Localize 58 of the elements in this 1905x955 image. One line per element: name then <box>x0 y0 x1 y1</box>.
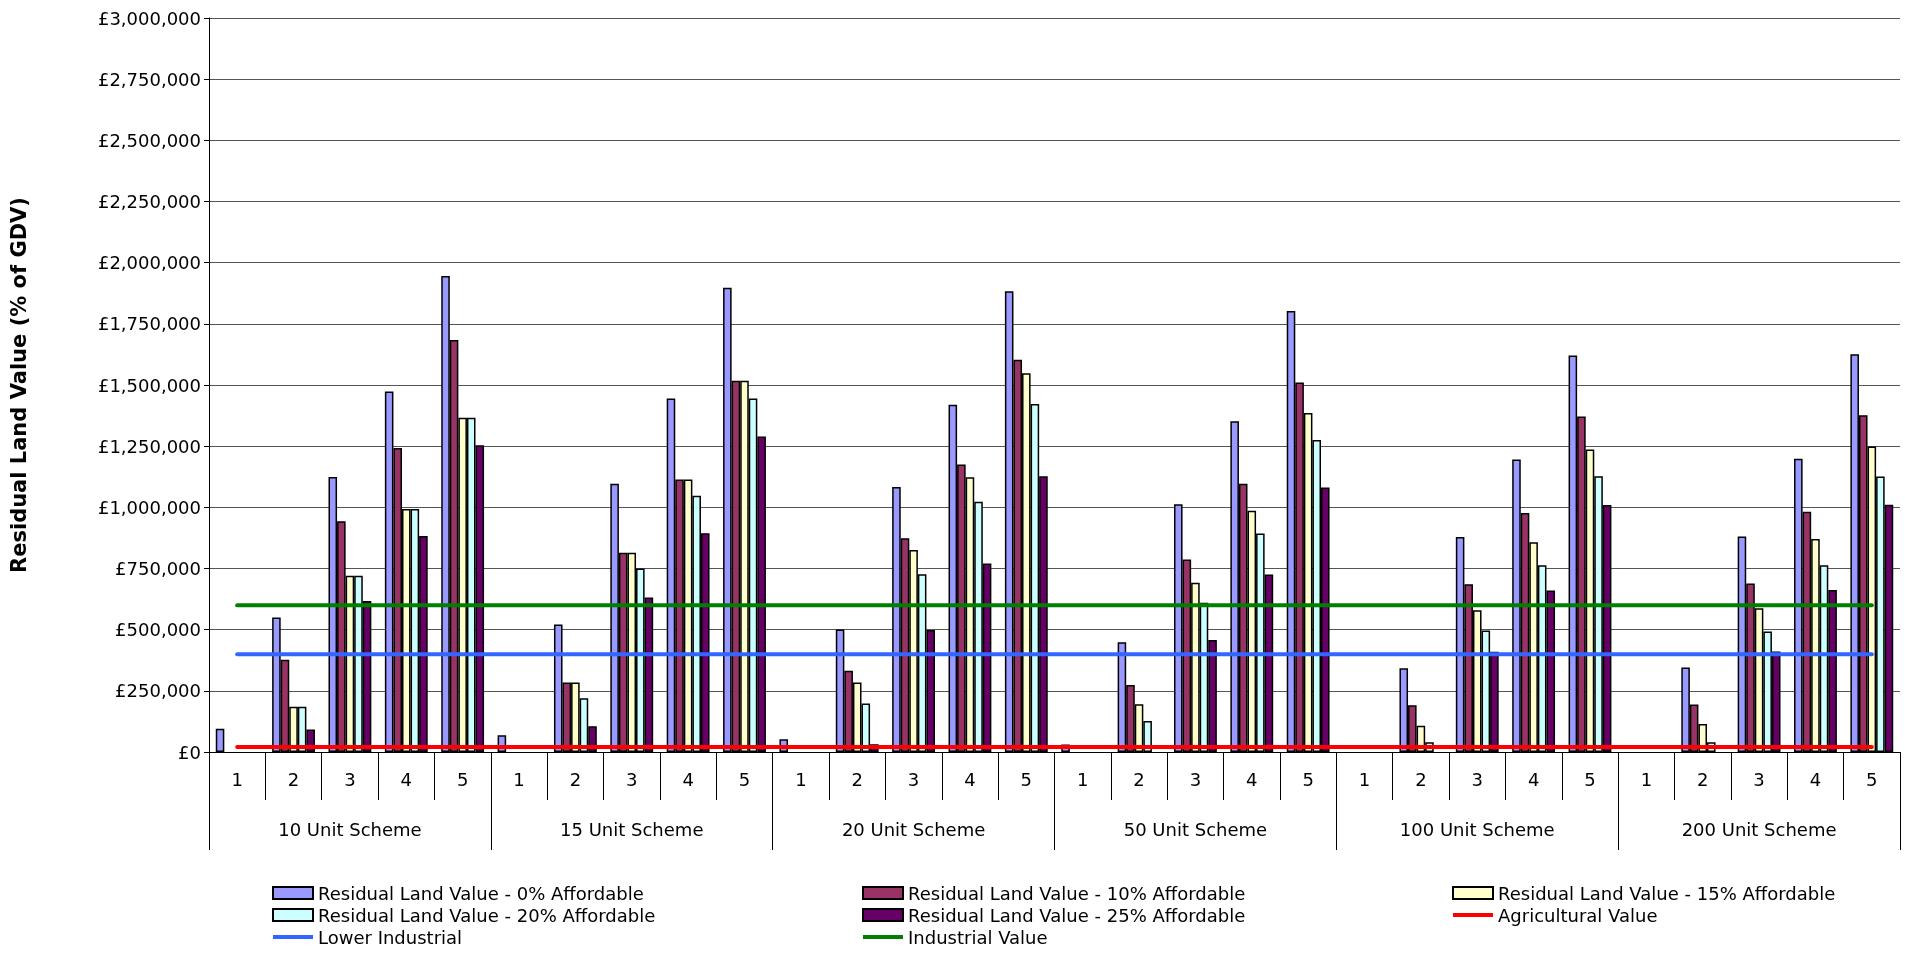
text: 20 Unit Scheme <box>841 818 986 840</box>
x-tick-label: 3 <box>1471 768 1483 790</box>
y-tick-label: £2,500,000 <box>97 129 201 151</box>
y-tick-label: £3,000,000 <box>97 7 201 29</box>
y-tick-label: £500,000 <box>115 619 201 641</box>
x-tick-label: 2 <box>287 768 300 790</box>
y-tick-label: £2,750,000 <box>97 68 201 90</box>
x-tick-label: 4 <box>1809 768 1822 790</box>
x-tick-label: 5 <box>456 768 469 790</box>
x-tick-label: 2 <box>569 768 582 790</box>
x-tick-label: 4 <box>964 768 976 790</box>
x-tick-label: 3 <box>344 768 356 790</box>
x-tick-label: 1 <box>1358 768 1371 790</box>
x-tick-label: 5 <box>1866 768 1878 790</box>
text: 10 Unit Scheme <box>278 818 422 840</box>
legend-label: Agricultural Value <box>1498 904 1658 926</box>
y-tick-label: £1,250,000 <box>97 435 201 457</box>
x-tick-label: 2 <box>851 768 863 790</box>
x-tick-label: 4 <box>1246 768 1258 790</box>
text: 15 Unit Scheme <box>560 818 704 840</box>
y-tick-label: £750,000 <box>115 558 201 579</box>
text: 100 Unit Scheme <box>1399 818 1555 840</box>
legend-label: Industrial Value <box>908 926 1048 948</box>
text: 200 Unit Scheme <box>1681 818 1837 840</box>
y-tick-label: £0 <box>178 741 201 763</box>
legend-label: Residual Land Value - 10% Affordable <box>908 882 1246 904</box>
x-tick-label: 4 <box>1527 768 1540 790</box>
y-tick-label: £2,000,000 <box>97 252 201 274</box>
x-tick-label: 3 <box>907 768 920 790</box>
x-tick-label: 3 <box>1753 768 1765 790</box>
y-axis-title: Residual Land Value (% of GDV) <box>6 197 31 573</box>
y-tick-label: £250,000 <box>115 680 201 702</box>
text: 50 Unit Scheme <box>1123 818 1268 840</box>
legend-label: Lower Industrial <box>318 926 463 948</box>
y-tick-label: £1,000,000 <box>97 496 201 518</box>
x-tick-label: 1 <box>513 768 525 790</box>
x-tick-label: 1 <box>231 768 243 790</box>
x-tick-label: 5 <box>1584 768 1596 790</box>
legend-label: Residual Land Value - 0% Affordable <box>318 882 644 904</box>
x-tick-label: 2 <box>1415 768 1427 790</box>
y-tick-label: £2,250,000 <box>97 191 201 212</box>
legend-label: Residual Land Value - 20% Affordable <box>318 904 656 926</box>
x-tick-label: 4 <box>682 768 694 790</box>
legend-label: Residual Land Value - 15% Affordable <box>1498 882 1836 904</box>
x-tick-label: 1 <box>1076 768 1089 790</box>
x-tick-label: 4 <box>400 768 413 790</box>
x-tick-label: 3 <box>1189 768 1202 790</box>
x-tick-label: 5 <box>1020 768 1033 790</box>
x-tick-label: 1 <box>795 768 807 790</box>
x-tick-label: 1 <box>1640 768 1653 790</box>
y-tick-label: £1,500,000 <box>97 374 201 396</box>
x-tick-label: 5 <box>738 768 751 790</box>
x-tick-label: 5 <box>1302 768 1314 790</box>
y-tick-label: £1,750,000 <box>97 313 201 335</box>
x-tick-label: 3 <box>626 768 638 790</box>
x-tick-label: 2 <box>1696 768 1709 790</box>
x-tick-label: 2 <box>1133 768 1145 790</box>
legend-label: Residual Land Value - 25% Affordable <box>908 904 1246 926</box>
